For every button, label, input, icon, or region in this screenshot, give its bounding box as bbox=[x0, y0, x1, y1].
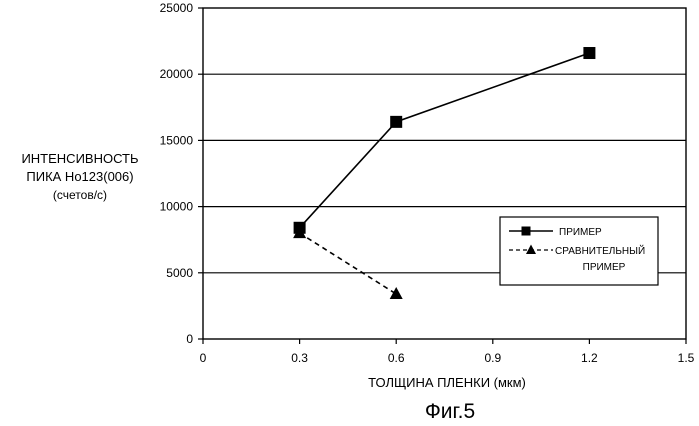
y-tick-label: 25000 bbox=[160, 1, 194, 15]
data-point-triangle bbox=[389, 286, 403, 299]
axis-ticks: 0 5000 10000 15000 20000 25000 0 0.3 0.6 0.9 1.2 1.… bbox=[160, 1, 695, 365]
data-point-square bbox=[583, 47, 596, 60]
y-tick-label: 15000 bbox=[160, 133, 194, 147]
y-axis-title-line-2: ПИКА Ho123(006) bbox=[26, 169, 133, 184]
x-tick-label: 0.3 bbox=[291, 351, 308, 365]
legend-label-series-2-line-2: ПРИМЕР bbox=[583, 262, 626, 273]
y-tick-label: 0 bbox=[186, 332, 193, 346]
series-layer bbox=[293, 47, 596, 299]
legend-label-series-2-line-1: СРАВНИТЕЛЬНЫЙ bbox=[555, 244, 645, 257]
legend-marker-triangle bbox=[526, 244, 536, 254]
x-tick-label: 1.2 bbox=[581, 351, 598, 365]
data-point-square bbox=[390, 115, 403, 128]
series-1 bbox=[293, 47, 596, 234]
series-2 bbox=[293, 226, 403, 299]
legend-marker-square bbox=[521, 226, 531, 236]
y-axis-title-line-3: (счетов/с) bbox=[53, 188, 107, 202]
x-tick-label: 0.6 bbox=[388, 351, 405, 365]
legend: ПРИМЕР СРАВНИТЕЛЬНЫЙ ПРИМЕР bbox=[499, 216, 659, 286]
y-tick-label: 20000 bbox=[160, 67, 194, 81]
x-tick-label: 0.9 bbox=[484, 351, 501, 365]
legend-label-series-1: ПРИМЕР bbox=[559, 227, 602, 238]
y-axis-title-line-1: ИНТЕНСИВНОСТЬ bbox=[21, 151, 138, 166]
x-tick-label: 1.5 bbox=[678, 351, 695, 365]
series-2-line bbox=[299, 232, 397, 295]
y-tick-label: 5000 bbox=[166, 266, 193, 280]
figure-caption: Фиг.5 bbox=[425, 400, 475, 423]
data-point-triangle bbox=[293, 226, 307, 239]
plot-area-frame bbox=[202, 7, 687, 340]
y-tick-label: 10000 bbox=[160, 200, 194, 214]
x-tick-label: 0 bbox=[200, 351, 207, 365]
x-axis-title: ТОЛЩИНА ПЛЕНКИ (мкм) bbox=[368, 375, 526, 390]
y-axis-title: ИНТЕНСИВНОСТЬ ПИКА Ho123(006) (счетов/с) bbox=[21, 151, 138, 202]
